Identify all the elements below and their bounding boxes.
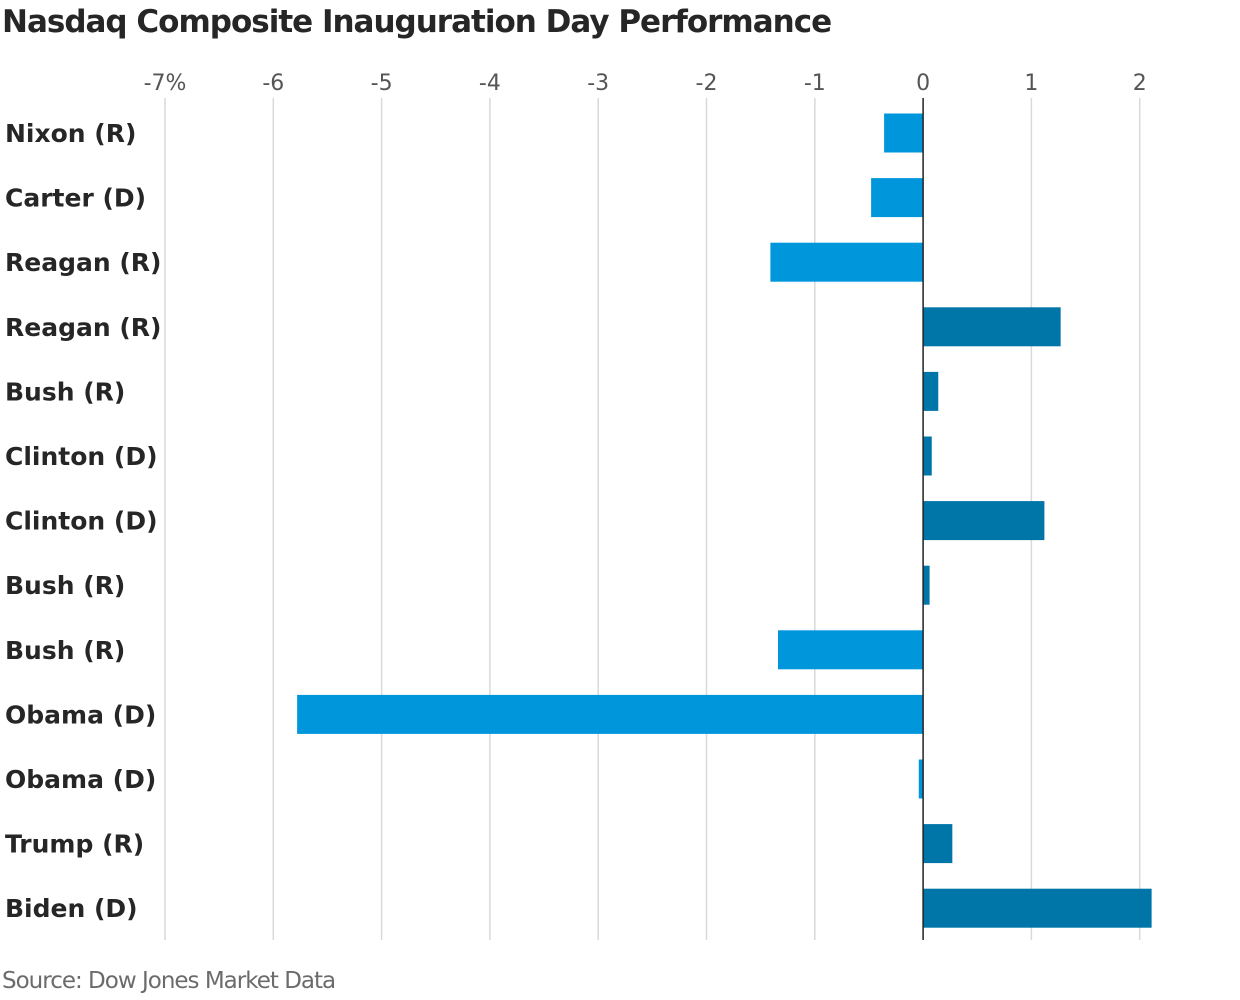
category-label: Trump (R) <box>5 830 144 859</box>
x-tick-label: -7% <box>144 71 187 96</box>
bar <box>923 888 1152 928</box>
source-note: Source: Dow Jones Market Data <box>2 968 336 994</box>
bar <box>918 759 924 799</box>
category-label: Bush (R) <box>5 636 125 665</box>
x-tick-label: -2 <box>696 71 718 96</box>
x-axis-tick-labels: -7%-6-5-4-3-2-10123 <box>144 71 1147 96</box>
x-tick-label: -4 <box>479 71 501 96</box>
gridlines <box>164 98 1141 940</box>
category-label: Obama (D) <box>5 700 156 729</box>
chart-title: Nasdaq Composite Inauguration Day Perfor… <box>2 4 832 40</box>
category-label: Reagan (R) <box>5 248 161 277</box>
x-tick-label: -3 <box>587 71 609 96</box>
category-labels: Nixon (R) Carter (D) Reagan (R) Reagan (R) B… <box>5 119 161 923</box>
bar <box>884 113 924 153</box>
category-label: Nixon (R) <box>5 119 136 148</box>
x-tick-label: -6 <box>262 71 284 96</box>
category-label: Biden (D) <box>5 894 138 923</box>
category-label: Reagan (R) <box>5 313 161 342</box>
bar <box>297 694 924 734</box>
x-tick-label: 2 <box>1133 71 1147 96</box>
bar <box>871 178 924 218</box>
bar <box>923 371 939 411</box>
category-label: Clinton (D) <box>5 442 158 471</box>
x-tick-label: 1 <box>1024 71 1038 96</box>
bar <box>923 824 953 864</box>
category-label: Obama (D) <box>5 765 156 794</box>
bar <box>923 565 930 605</box>
category-label: Clinton (D) <box>5 507 158 536</box>
category-label: Bush (R) <box>5 571 125 600</box>
bar <box>923 307 1061 347</box>
bars <box>297 113 1152 928</box>
category-label: Carter (D) <box>5 184 146 213</box>
x-tick-label: -5 <box>371 71 393 96</box>
x-tick-label: -1 <box>804 71 826 96</box>
bar <box>923 501 1045 541</box>
bar <box>923 436 932 476</box>
category-label: Bush (R) <box>5 377 125 406</box>
bar <box>770 242 924 282</box>
x-tick-label: 0 <box>916 71 930 96</box>
bar <box>777 630 924 670</box>
